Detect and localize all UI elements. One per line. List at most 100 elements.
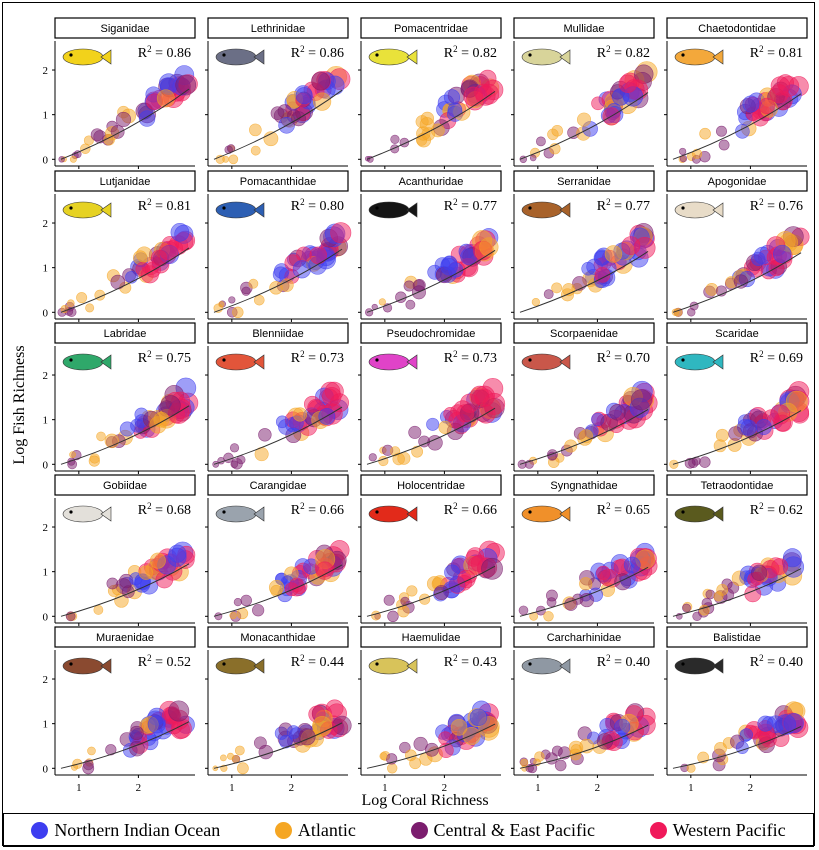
data-point (529, 611, 539, 621)
data-point (633, 237, 656, 259)
data-point (770, 404, 791, 425)
data-point (755, 418, 772, 435)
scatter-points (531, 223, 656, 307)
data-point (536, 136, 546, 147)
fish-icon (521, 505, 571, 523)
panel-gobiidae: Gobiidae 0 1 2 R2 = 0.68 (43, 474, 196, 626)
data-point (715, 125, 727, 137)
data-point (280, 278, 294, 292)
trend-line (213, 248, 343, 313)
x-tick-label: 2 (442, 782, 448, 794)
scatter-points (678, 74, 809, 164)
scatter-points (65, 541, 196, 622)
data-point (229, 443, 240, 453)
data-point (312, 716, 333, 737)
panel-title: Haemulidae (402, 632, 461, 644)
trend-line (60, 405, 190, 465)
panel-carcharhinidae: Carcharhinidae 1 2 R2 = 0.40 (511, 626, 656, 794)
r2-label: R2 = 0.76 (750, 197, 803, 214)
data-point (252, 604, 265, 617)
trend-line (60, 721, 190, 769)
faceted-scatter-chart: Siganidae 0 1 2 R2 = 0.86 Lethrinidae R2 = 0.8… (11, 17, 810, 809)
panel-balistidae: Balistidae 1 2 R2 = 0.40 (664, 626, 809, 794)
data-point (757, 715, 774, 732)
data-point (286, 725, 301, 739)
data-point (76, 292, 88, 304)
data-point (292, 407, 308, 422)
legend-label: Western Pacific (672, 819, 786, 840)
panel-strip (207, 322, 349, 344)
r2-label: R2 = 0.73 (444, 349, 497, 366)
data-point (175, 74, 197, 96)
data-point (456, 404, 475, 423)
data-point (368, 453, 377, 462)
fish-icon (368, 48, 418, 66)
data-point (444, 564, 460, 581)
data-point (295, 87, 313, 105)
data-point (682, 603, 691, 613)
legend-item-atlantic: Atlantic (274, 820, 356, 841)
data-point (531, 297, 540, 307)
fish-icon (215, 201, 265, 219)
trend-line (366, 407, 496, 465)
legend-label: Central & East Pacific (433, 819, 595, 840)
data-point (479, 237, 499, 257)
panel-tetraodontidae: Tetraodontidae R2 = 0.62 (664, 474, 808, 626)
panel-syngnathidae: Syngnathidae R2 = 0.65 (511, 474, 658, 626)
r2-label: R2 = 0.75 (138, 349, 191, 366)
scatter-points (215, 65, 351, 165)
data-point (782, 548, 802, 568)
data-point (419, 593, 431, 605)
scatter-points (57, 223, 196, 317)
data-point (167, 547, 187, 567)
data-point (718, 139, 730, 151)
r2-label: R2 = 0.62 (750, 501, 803, 518)
panel-strip (513, 626, 655, 648)
data-point (771, 558, 789, 575)
r2-label: R2 = 0.40 (597, 653, 650, 670)
data-point (543, 611, 554, 622)
panel-title: Blenniidae (252, 328, 303, 340)
data-point (408, 425, 422, 439)
panel-pomacanthidae: Pomacanthidae R2 = 0.80 (205, 170, 352, 322)
panel-scorpaenidae: Scorpaenidae R2 = 0.70 (511, 322, 658, 474)
data-point (383, 594, 395, 606)
data-point (551, 745, 563, 757)
data-point (67, 459, 78, 470)
panel-strip (360, 17, 502, 39)
data-point (371, 610, 381, 621)
data-point (67, 299, 75, 308)
data-point (534, 751, 545, 762)
scatter-points (213, 222, 352, 319)
legend-label: Northern Indian Ocean (54, 819, 221, 840)
data-point (623, 556, 641, 574)
r2-label: R2 = 0.66 (291, 501, 344, 518)
r2-label: R2 = 0.70 (597, 349, 650, 366)
r2-label: R2 = 0.52 (138, 653, 191, 670)
panel-title: Pseudochromidae (387, 328, 476, 340)
panel-strip (513, 17, 655, 39)
trend-line (672, 252, 802, 313)
data-point (390, 134, 400, 144)
scatter-points (669, 381, 810, 469)
panel-blenniidae: Blenniidae R2 = 0.73 (205, 322, 350, 474)
panel-title: Acanthuridae (399, 176, 464, 188)
r2-label: R2 = 0.44 (291, 653, 344, 670)
r2-label: R2 = 0.73 (291, 349, 344, 366)
scatter-points (675, 548, 805, 622)
fish-icon (521, 48, 571, 66)
data-point (438, 420, 452, 434)
r2-label: R2 = 0.77 (444, 197, 497, 214)
x-axis-title: Log Coral Richness (361, 792, 488, 809)
panel-apogonidae: Apogonidae R2 = 0.76 (664, 170, 810, 322)
panel-title: Tetraodontidae (701, 480, 774, 492)
legend-dot-northern-indian-ocean (31, 821, 49, 839)
panel-title: Syngnathidae (550, 480, 617, 492)
panel-strip (360, 170, 502, 192)
data-point (150, 249, 167, 266)
data-point (253, 294, 265, 306)
data-point (740, 419, 757, 436)
legend-dot-atlantic (274, 821, 292, 839)
data-point (543, 289, 554, 300)
y-tick-label: 2 (43, 522, 49, 534)
